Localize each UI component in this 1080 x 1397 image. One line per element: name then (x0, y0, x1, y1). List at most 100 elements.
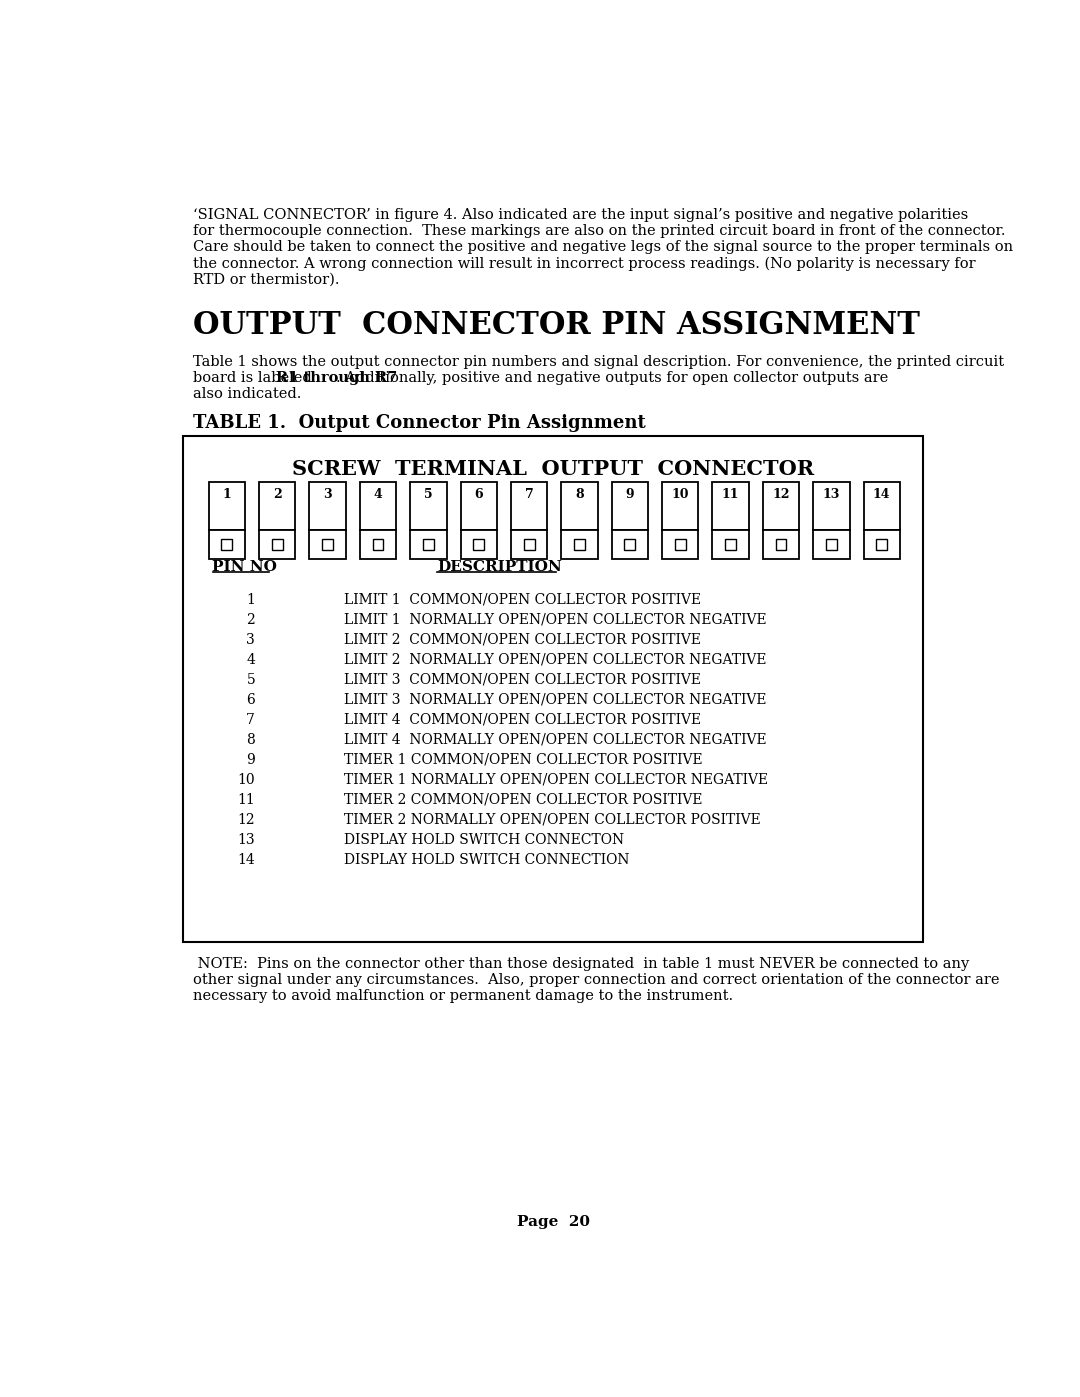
Text: 5: 5 (424, 488, 433, 502)
Bar (360, 482, 396, 529)
Text: ‘SIGNAL CONNECTOR’ in figure 4. Also indicated are the input signal’s positive a: ‘SIGNAL CONNECTOR’ in figure 4. Also ind… (193, 208, 969, 222)
Text: necessary to avoid malfunction or permanent damage to the instrument.: necessary to avoid malfunction or perman… (193, 989, 733, 1003)
Text: 10: 10 (238, 773, 255, 787)
Text: 1: 1 (222, 488, 231, 502)
Text: 8: 8 (576, 488, 584, 502)
Text: 13: 13 (823, 488, 840, 502)
Bar (410, 529, 446, 559)
Text: other signal under any circumstances.  Also, proper connection and correct orien: other signal under any circumstances. Al… (193, 974, 1000, 988)
Bar (813, 482, 850, 529)
Text: board is labeled: board is labeled (193, 372, 321, 386)
Text: TIMER 1 NORMALLY OPEN/OPEN COLLECTOR NEGATIVE: TIMER 1 NORMALLY OPEN/OPEN COLLECTOR NEG… (345, 773, 768, 787)
Text: RTD or thermistor).: RTD or thermistor). (193, 272, 339, 286)
Text: Table 1 shows the output connector pin numbers and signal description. For conve: Table 1 shows the output connector pin n… (193, 355, 1004, 369)
Text: 8: 8 (246, 733, 255, 747)
Bar (662, 529, 699, 559)
Text: R1 through R7: R1 through R7 (276, 372, 397, 386)
Text: LIMIT 3  NORMALLY OPEN/OPEN COLLECTOR NEGATIVE: LIMIT 3 NORMALLY OPEN/OPEN COLLECTOR NEG… (345, 693, 767, 707)
Text: LIMIT 4  NORMALLY OPEN/OPEN COLLECTOR NEGATIVE: LIMIT 4 NORMALLY OPEN/OPEN COLLECTOR NEG… (345, 733, 767, 747)
Bar (259, 482, 296, 529)
Bar (575, 539, 585, 549)
Bar (813, 529, 850, 559)
Text: DESCRIPTION: DESCRIPTION (437, 560, 562, 574)
Text: 7: 7 (246, 712, 255, 726)
Text: 4: 4 (374, 488, 382, 502)
Bar (460, 529, 497, 559)
Bar (511, 529, 548, 559)
Text: 2: 2 (246, 613, 255, 627)
Text: 2: 2 (273, 488, 282, 502)
Bar (562, 529, 597, 559)
Bar (208, 529, 245, 559)
Text: also indicated.: also indicated. (193, 387, 301, 401)
Text: 3: 3 (246, 633, 255, 647)
Bar (410, 482, 446, 529)
Text: TIMER 1 COMMON/OPEN COLLECTOR POSITIVE: TIMER 1 COMMON/OPEN COLLECTOR POSITIVE (345, 753, 703, 767)
Text: 6: 6 (474, 488, 483, 502)
Bar (876, 539, 887, 549)
Bar (524, 539, 535, 549)
Bar (662, 482, 699, 529)
Bar (864, 529, 900, 559)
Text: Page  20: Page 20 (517, 1215, 590, 1229)
Text: 11: 11 (238, 793, 255, 807)
Bar (221, 539, 232, 549)
Bar (562, 482, 597, 529)
Bar (360, 529, 396, 559)
Text: 12: 12 (238, 813, 255, 827)
Text: TIMER 2 NORMALLY OPEN/OPEN COLLECTOR POSITIVE: TIMER 2 NORMALLY OPEN/OPEN COLLECTOR POS… (345, 813, 761, 827)
Bar (762, 529, 799, 559)
Text: 7: 7 (525, 488, 534, 502)
Text: NOTE:  Pins on the connector other than those designated  in table 1 must NEVER : NOTE: Pins on the connector other than t… (193, 957, 970, 971)
Bar (675, 539, 686, 549)
Text: LIMIT 2  NORMALLY OPEN/OPEN COLLECTOR NEGATIVE: LIMIT 2 NORMALLY OPEN/OPEN COLLECTOR NEG… (345, 652, 767, 666)
Bar (473, 539, 484, 549)
Bar (511, 482, 548, 529)
Bar (713, 482, 748, 529)
Text: 13: 13 (238, 833, 255, 847)
Bar (762, 482, 799, 529)
Text: 10: 10 (672, 488, 689, 502)
Text: 14: 14 (238, 854, 255, 868)
Bar (322, 539, 333, 549)
Bar (611, 529, 648, 559)
Bar (373, 539, 383, 549)
Bar (259, 529, 296, 559)
Bar (309, 529, 346, 559)
Text: 11: 11 (721, 488, 740, 502)
Text: 4: 4 (246, 652, 255, 666)
Text: TIMER 2 COMMON/OPEN COLLECTOR POSITIVE: TIMER 2 COMMON/OPEN COLLECTOR POSITIVE (345, 793, 703, 807)
Text: 9: 9 (246, 753, 255, 767)
Bar (624, 539, 635, 549)
Text: LIMIT 1  NORMALLY OPEN/OPEN COLLECTOR NEGATIVE: LIMIT 1 NORMALLY OPEN/OPEN COLLECTOR NEG… (345, 613, 767, 627)
Bar (309, 482, 346, 529)
Text: 1: 1 (246, 592, 255, 606)
Bar (826, 539, 837, 549)
Text: 14: 14 (873, 488, 891, 502)
Text: LIMIT 3  COMMON/OPEN COLLECTOR POSITIVE: LIMIT 3 COMMON/OPEN COLLECTOR POSITIVE (345, 673, 701, 687)
Text: for thermocouple connection.  These markings are also on the printed circuit boa: for thermocouple connection. These marki… (193, 224, 1005, 237)
Text: SCREW  TERMINAL  OUTPUT  CONNECTOR: SCREW TERMINAL OUTPUT CONNECTOR (293, 458, 814, 479)
Bar (725, 539, 735, 549)
Text: LIMIT 4  COMMON/OPEN COLLECTOR POSITIVE: LIMIT 4 COMMON/OPEN COLLECTOR POSITIVE (345, 712, 701, 726)
Text: LIMIT 2  COMMON/OPEN COLLECTOR POSITIVE: LIMIT 2 COMMON/OPEN COLLECTOR POSITIVE (345, 633, 701, 647)
Text: Care should be taken to connect the positive and negative legs of the signal sou: Care should be taken to connect the posi… (193, 240, 1013, 254)
Text: . Additionally, positive and negative outputs for open collector outputs are: . Additionally, positive and negative ou… (336, 372, 889, 386)
Bar (713, 529, 748, 559)
Bar (611, 482, 648, 529)
Text: PIN NO: PIN NO (213, 560, 278, 574)
Bar (272, 539, 283, 549)
Text: LIMIT 1  COMMON/OPEN COLLECTOR POSITIVE: LIMIT 1 COMMON/OPEN COLLECTOR POSITIVE (345, 592, 701, 606)
Bar (460, 482, 497, 529)
Text: 9: 9 (625, 488, 634, 502)
Text: 5: 5 (246, 673, 255, 687)
Text: the connector. A wrong connection will result in incorrect process readings. (No: the connector. A wrong connection will r… (193, 256, 975, 271)
Text: TABLE 1.  Output Connector Pin Assignment: TABLE 1. Output Connector Pin Assignment (193, 414, 646, 432)
Text: DISPLAY HOLD SWITCH CONNECTON: DISPLAY HOLD SWITCH CONNECTON (345, 833, 624, 847)
Bar (208, 482, 245, 529)
Bar (183, 436, 923, 942)
Text: DISPLAY HOLD SWITCH CONNECTION: DISPLAY HOLD SWITCH CONNECTION (345, 854, 630, 868)
Bar (864, 482, 900, 529)
Bar (775, 539, 786, 549)
Text: 12: 12 (772, 488, 789, 502)
